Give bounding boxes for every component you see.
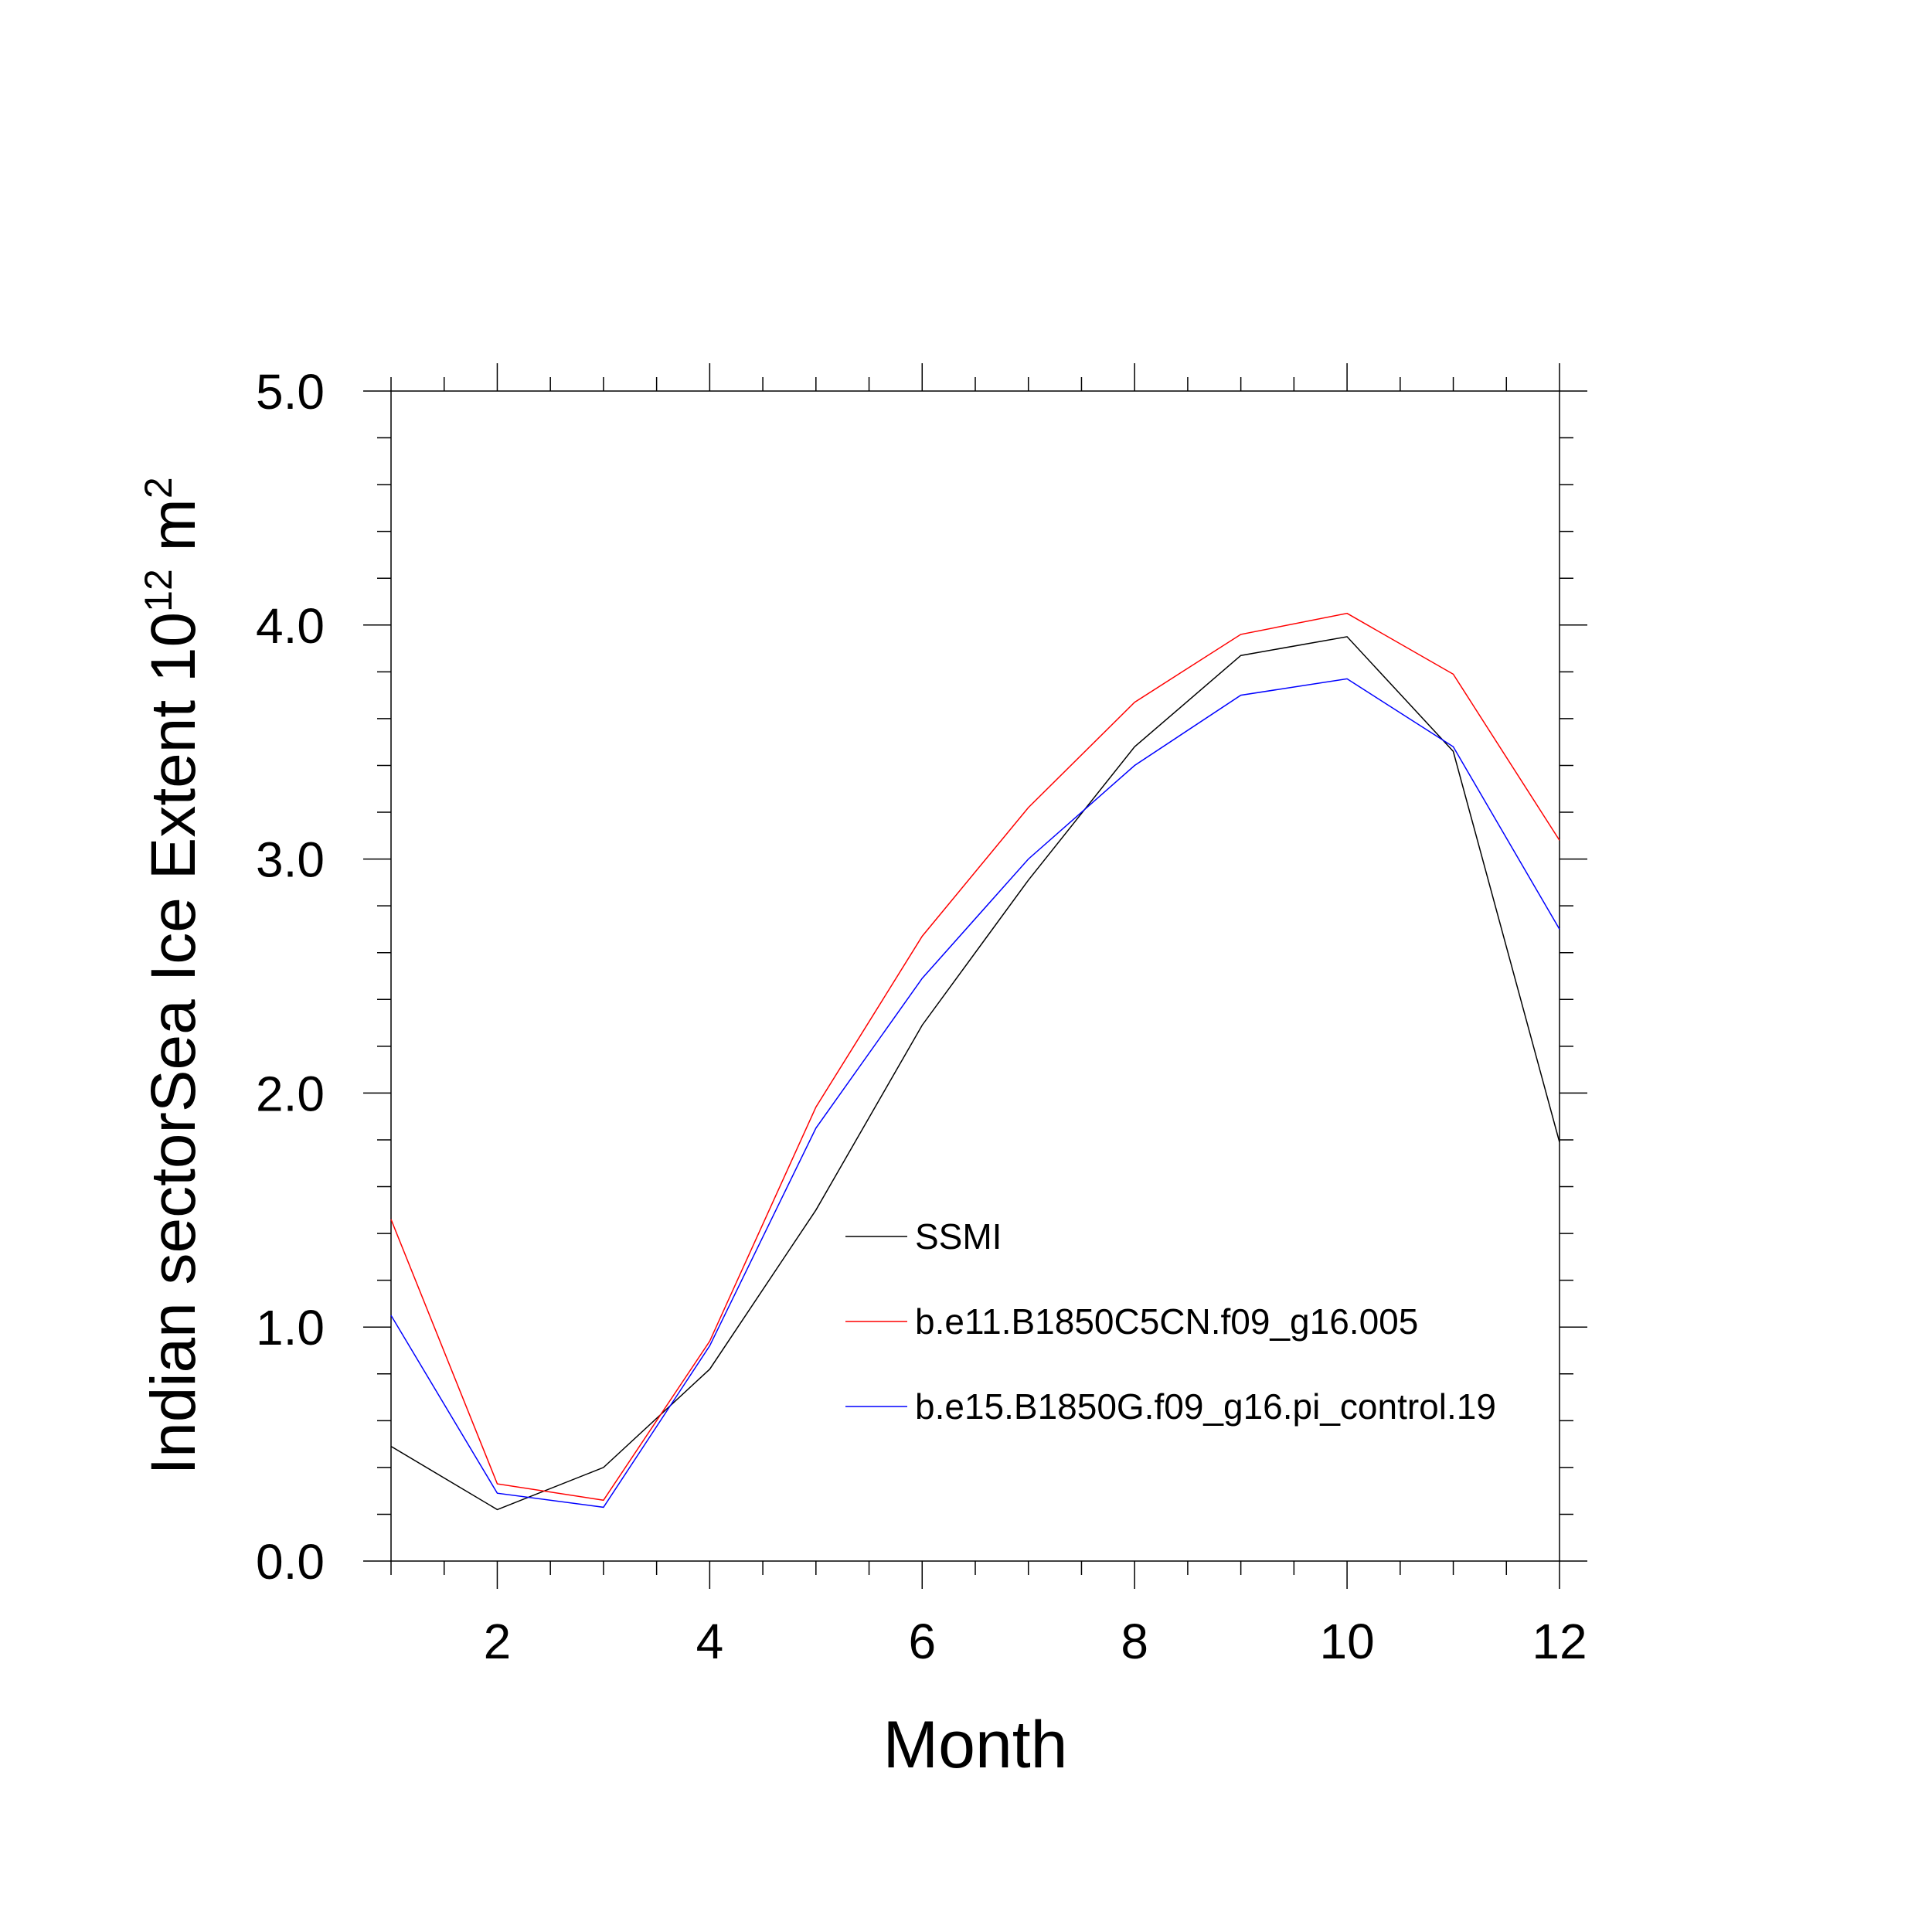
y-axis-label-unit-exponent: 2 bbox=[137, 477, 180, 498]
y-tick-label: 1.0 bbox=[256, 1300, 325, 1355]
legend-label: SSMI bbox=[915, 1216, 1002, 1257]
legend-label: b.e15.B1850G.f09_g16.pi_control.19 bbox=[915, 1386, 1496, 1427]
y-axis-ticks bbox=[363, 390, 1587, 1562]
x-tick-label: 4 bbox=[696, 1614, 724, 1669]
x-tick-label: 10 bbox=[1319, 1614, 1374, 1669]
y-axis-label-exponent: 12 bbox=[137, 569, 180, 612]
y-tick-label: 5.0 bbox=[256, 364, 325, 420]
y-tick-label: 0.0 bbox=[256, 1534, 325, 1590]
series-lines bbox=[390, 612, 1560, 1511]
x-tick-label: 12 bbox=[1532, 1614, 1587, 1669]
legend: SSMI b.e11.B1850C5CN.f09_g16.005 b.e15.B18… bbox=[845, 1216, 1496, 1427]
x-axis-tick-labels: 2 4 6 8 10 12 bbox=[484, 1614, 1587, 1669]
legend-label: b.e11.B1850C5CN.f09_g16.005 bbox=[915, 1301, 1418, 1342]
y-tick-label: 2.0 bbox=[256, 1066, 325, 1121]
series-line-3 bbox=[390, 678, 1560, 1509]
series-line-1 bbox=[390, 636, 1560, 1511]
series-line-2 bbox=[390, 612, 1560, 1502]
y-axis-label-main: Indian sectorSea Ice Extent 10 bbox=[138, 612, 209, 1475]
x-axis-ticks bbox=[390, 363, 1560, 1589]
y-axis-label-unit: m bbox=[138, 498, 209, 569]
x-tick-label: 6 bbox=[908, 1614, 936, 1669]
y-axis-tick-labels: 0.0 1.0 2.0 3.0 4.0 5.0 bbox=[256, 364, 325, 1590]
plot-frame bbox=[390, 390, 1560, 1562]
y-axis-label: Indian sectorSea Ice Extent 1012 m2 bbox=[137, 477, 209, 1475]
x-tick-label: 2 bbox=[484, 1614, 512, 1669]
x-tick-label: 8 bbox=[1121, 1614, 1148, 1669]
y-tick-label: 3.0 bbox=[256, 832, 325, 888]
x-axis-label: Month bbox=[883, 1708, 1067, 1782]
y-tick-label: 4.0 bbox=[256, 598, 325, 654]
